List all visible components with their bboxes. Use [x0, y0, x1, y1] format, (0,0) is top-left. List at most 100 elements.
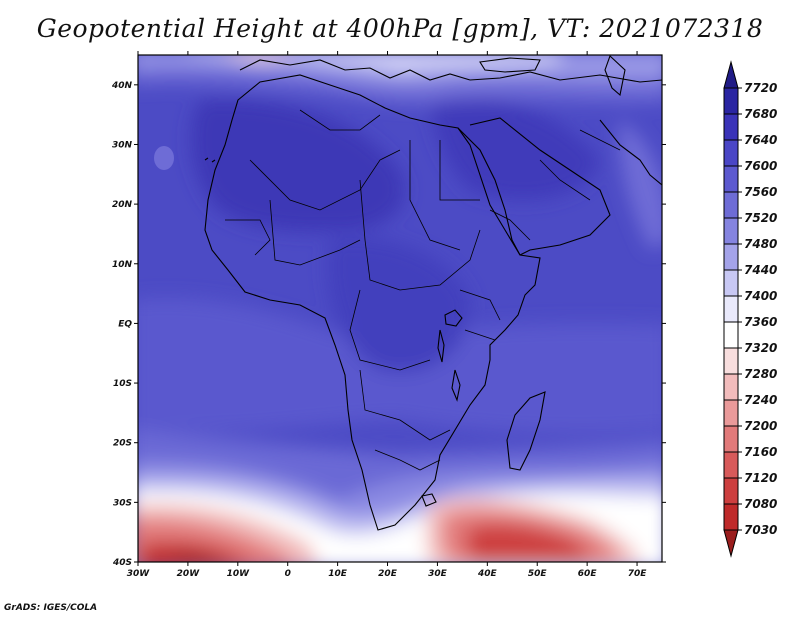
- coastlines: [204, 55, 662, 531]
- lat-label: 20N: [112, 200, 133, 210]
- field-south-7: [140, 542, 250, 562]
- colorbar-box: [723, 165, 739, 193]
- colorbar-label: 7030: [744, 523, 777, 537]
- height-field: [138, 55, 662, 562]
- caspian: [604, 55, 626, 97]
- lat-label: 10S: [113, 379, 132, 389]
- colorbar-labels: 7720 7680 7640 7600 7560 7520 7480 7440 7400 7360…: [744, 81, 777, 537]
- canary: [204, 157, 216, 163]
- lat-label: EQ: [118, 319, 132, 329]
- colorbar-label: 7200: [744, 419, 777, 433]
- colorbar-box: [723, 425, 739, 453]
- colorbar-label: 7560: [744, 185, 777, 199]
- border-2: [269, 199, 361, 266]
- colorbar-label: 7720: [744, 81, 777, 95]
- border-9: [225, 219, 271, 256]
- colorbar: [723, 60, 742, 558]
- colorbar-box: [723, 373, 739, 401]
- colorbar-label: 7520: [744, 211, 777, 225]
- colorbar-box: [723, 451, 739, 479]
- lon-label: 20W: [177, 569, 201, 579]
- field-north-4: [229, 55, 292, 61]
- field-small-island: [154, 146, 174, 170]
- lake-victoria: [444, 309, 463, 327]
- field-indian-red-3: [467, 524, 591, 562]
- lon-label: 40E: [477, 569, 498, 579]
- border-7: [359, 369, 451, 441]
- field-sahara-high: [191, 99, 405, 232]
- colorbar-box: [723, 243, 739, 271]
- colorbar-bottom-arrow: [723, 529, 739, 558]
- colorbar-label: 7120: [744, 471, 777, 485]
- colorbar-box: [723, 269, 739, 297]
- lat-label: 10N: [112, 260, 133, 270]
- axis-ticks: [134, 51, 666, 566]
- country-borders: [225, 109, 621, 471]
- colorbar-label: 7400: [744, 289, 777, 303]
- colorbar-label: 7440: [744, 263, 777, 277]
- lon-label: 10E: [328, 569, 348, 579]
- field-north-3: [218, 55, 560, 72]
- border-13: [459, 289, 501, 341]
- colorbar-label: 7160: [744, 445, 777, 459]
- colorbar-box: [723, 191, 739, 219]
- border-12: [539, 129, 621, 201]
- red-sea: [457, 127, 521, 256]
- longitude-labels: 30W 20W 10W 0 10E 20E 30E 40E 50E 60E 70E: [127, 569, 647, 579]
- border-4: [409, 140, 461, 251]
- colorbar-box: [723, 399, 739, 427]
- colorbar-box: [723, 477, 739, 505]
- lat-label: 40N: [111, 81, 133, 91]
- lon-label: 30E: [428, 569, 448, 579]
- field-arabia-high: [430, 90, 600, 200]
- colorbar-label: 7360: [744, 315, 777, 329]
- colorbar-box: [723, 139, 739, 167]
- border-6: [349, 289, 431, 371]
- europe-coast-1: [239, 59, 471, 81]
- lat-label: 30N: [112, 140, 133, 150]
- colorbar-box: [723, 503, 739, 531]
- colorbar-box: [723, 113, 739, 141]
- colorbar-label: 7080: [744, 497, 777, 511]
- field-south-8: [165, 555, 222, 562]
- lesotho: [421, 493, 437, 507]
- colorbar-box: [723, 87, 739, 115]
- colorbar-label: 7240: [744, 393, 777, 407]
- chart-title: Geopotential Height at 400hPa [gpm], VT:…: [36, 14, 764, 43]
- arabia-coast: [469, 117, 611, 256]
- lon-label: 0: [285, 569, 291, 579]
- black-sea: [479, 57, 541, 73]
- colorbar-label: 7680: [744, 107, 777, 121]
- lon-label: 20E: [378, 569, 398, 579]
- grads-credit: GrADS: IGES/COLA: [4, 603, 98, 613]
- europe-coast-2: [469, 71, 662, 83]
- madagascar: [506, 391, 546, 471]
- colorbar-label: 7480: [744, 237, 777, 251]
- lat-label: 30S: [113, 498, 132, 508]
- border-5: [439, 140, 480, 201]
- colorbar-box: [723, 217, 739, 245]
- lat-label: 20S: [113, 439, 132, 449]
- colorbar-box: [723, 295, 739, 323]
- lake-tanganyika: [437, 329, 445, 363]
- border-1: [249, 149, 401, 211]
- africa-coastline: [204, 74, 541, 531]
- colorbar-label: 7640: [744, 133, 777, 147]
- persian-gulf: [599, 119, 662, 186]
- lon-label: 10W: [227, 569, 251, 579]
- colorbar-label: 7600: [744, 159, 777, 173]
- latitude-labels: 40N 30N 20N 10N EQ 10S 20S 30S 40S: [111, 81, 133, 568]
- lon-label: 50E: [528, 569, 548, 579]
- lake-malawi: [451, 369, 461, 402]
- border-8: [374, 449, 441, 471]
- colorbar-top-arrow: [723, 60, 739, 89]
- border-11: [299, 109, 381, 131]
- map-frame: [137, 54, 663, 563]
- lon-label: 60E: [578, 569, 598, 579]
- lon-label: 30W: [127, 569, 151, 579]
- colorbar-label: 7320: [744, 341, 777, 355]
- lon-label: 70E: [628, 569, 648, 579]
- lat-label: 40S: [112, 558, 132, 568]
- colorbar-label: 7280: [744, 367, 777, 381]
